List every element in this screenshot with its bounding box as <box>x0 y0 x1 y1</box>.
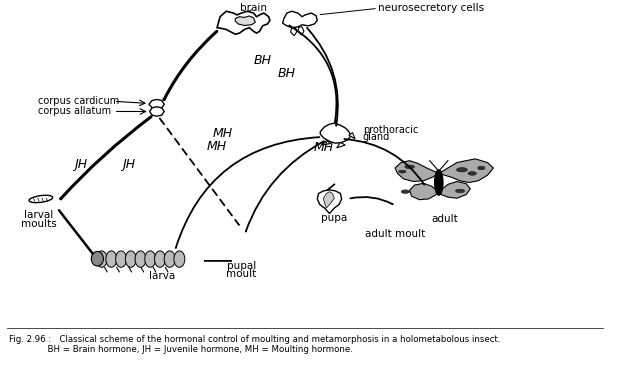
Polygon shape <box>323 192 334 208</box>
Ellipse shape <box>456 189 465 193</box>
Polygon shape <box>409 183 439 200</box>
Ellipse shape <box>456 167 467 172</box>
Polygon shape <box>149 99 164 109</box>
Ellipse shape <box>91 251 104 266</box>
Polygon shape <box>349 132 355 139</box>
Text: BH: BH <box>253 54 271 67</box>
Polygon shape <box>439 159 494 183</box>
Text: MH: MH <box>213 127 233 140</box>
FancyArrowPatch shape <box>246 141 324 231</box>
FancyArrowPatch shape <box>160 118 239 225</box>
Text: BH = Brain hormone, JH = Juvenile hormone, MH = Moulting hormone.: BH = Brain hormone, JH = Juvenile hormon… <box>9 344 353 354</box>
FancyArrowPatch shape <box>351 197 392 204</box>
FancyArrowPatch shape <box>164 31 217 100</box>
Ellipse shape <box>399 170 406 173</box>
Ellipse shape <box>115 251 127 267</box>
Ellipse shape <box>135 251 146 267</box>
Text: BH: BH <box>278 67 296 80</box>
Text: corpus cardicum: corpus cardicum <box>38 96 119 106</box>
FancyArrowPatch shape <box>61 117 151 199</box>
Ellipse shape <box>405 165 414 169</box>
Polygon shape <box>320 123 351 143</box>
Text: larva: larva <box>149 271 175 281</box>
FancyArrowPatch shape <box>307 28 338 125</box>
Polygon shape <box>322 141 331 145</box>
Ellipse shape <box>96 251 107 267</box>
Text: MH: MH <box>207 139 227 153</box>
Polygon shape <box>291 28 296 36</box>
Text: corpus allatum: corpus allatum <box>38 106 111 117</box>
FancyArrowPatch shape <box>290 25 336 122</box>
Polygon shape <box>235 16 255 25</box>
Ellipse shape <box>468 171 477 175</box>
Ellipse shape <box>125 251 136 267</box>
Text: adult: adult <box>432 214 458 224</box>
Text: neurosecretory cells: neurosecretory cells <box>378 3 484 13</box>
Polygon shape <box>337 142 345 148</box>
Polygon shape <box>395 161 439 181</box>
Text: prothoracic: prothoracic <box>363 125 418 135</box>
Text: pupal: pupal <box>227 261 256 271</box>
Text: larval: larval <box>24 210 54 220</box>
FancyArrowPatch shape <box>176 137 319 248</box>
Polygon shape <box>439 181 470 198</box>
Polygon shape <box>283 11 317 28</box>
Polygon shape <box>217 11 270 34</box>
FancyArrowPatch shape <box>59 210 92 254</box>
Ellipse shape <box>106 251 117 267</box>
Text: moult: moult <box>227 269 256 279</box>
Ellipse shape <box>145 251 156 267</box>
Ellipse shape <box>174 251 185 267</box>
Text: JH: JH <box>122 158 135 171</box>
Ellipse shape <box>29 195 52 203</box>
Text: MH: MH <box>313 141 333 155</box>
Text: moults: moults <box>21 219 57 229</box>
Ellipse shape <box>434 170 443 195</box>
Text: adult moult: adult moult <box>365 229 425 238</box>
FancyArrowPatch shape <box>344 139 424 184</box>
Ellipse shape <box>401 190 409 194</box>
Text: brain: brain <box>240 3 267 13</box>
Text: Fig. 2.96 :   Classical scheme of the hormonal control of moulting and metamorph: Fig. 2.96 : Classical scheme of the horm… <box>9 335 500 344</box>
Text: gland: gland <box>363 132 390 142</box>
Polygon shape <box>317 190 341 213</box>
Polygon shape <box>298 27 304 35</box>
Ellipse shape <box>164 251 175 267</box>
Text: pupa: pupa <box>321 213 348 223</box>
Text: JH: JH <box>74 158 87 171</box>
Ellipse shape <box>155 251 165 267</box>
Ellipse shape <box>478 166 485 170</box>
Polygon shape <box>150 107 164 116</box>
